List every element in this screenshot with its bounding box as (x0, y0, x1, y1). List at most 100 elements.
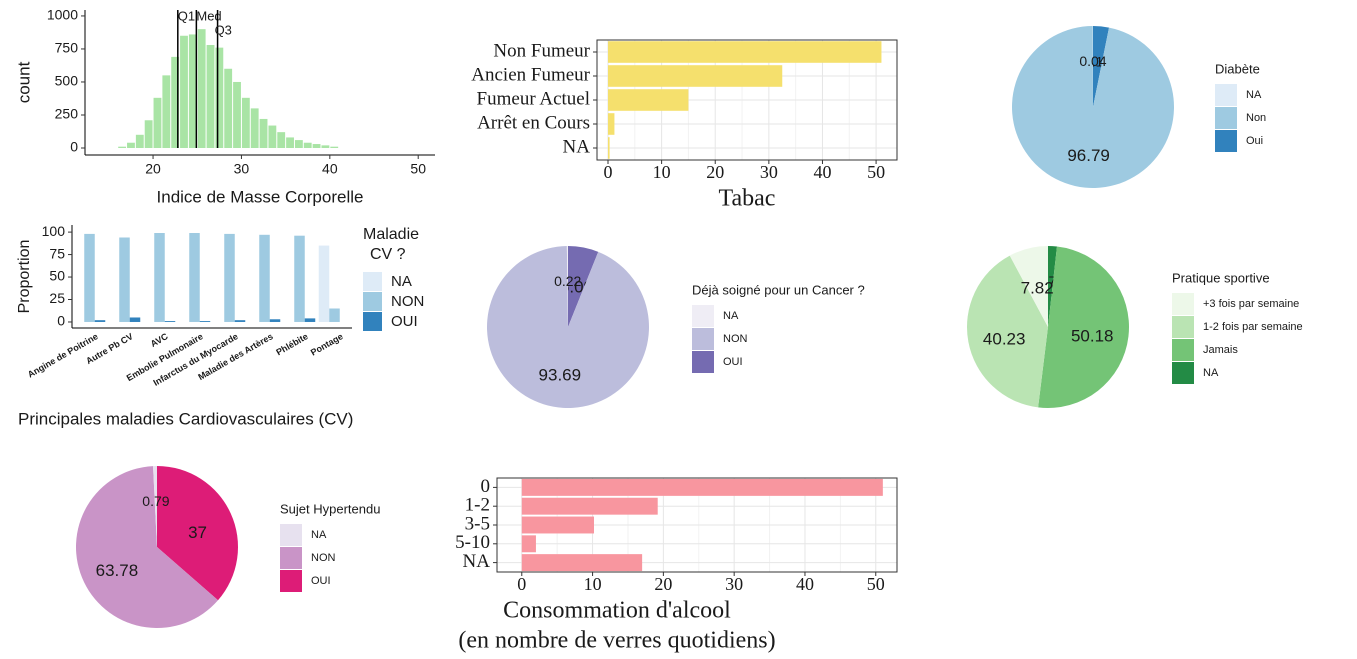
legend-label: NON (723, 333, 748, 345)
y-axis-title: Proportion (16, 240, 33, 314)
x-tick-label: 10 (584, 574, 602, 594)
bar (144, 120, 153, 149)
legend-label: NA (1203, 367, 1219, 379)
bar (521, 535, 536, 553)
bar (250, 108, 259, 149)
bar (607, 41, 882, 63)
bar (162, 75, 171, 149)
legend-label: NA (1246, 89, 1262, 101)
bar (607, 65, 783, 87)
legend-swatch (1172, 339, 1194, 361)
legend-label: OUI (723, 356, 743, 368)
x-tick-label: Phlébite (274, 331, 309, 357)
bar (188, 34, 197, 149)
legend-label: NON (311, 552, 336, 564)
x-tick-label: 20 (145, 161, 161, 177)
bar (119, 237, 130, 322)
y-tick-label: 0 (70, 139, 78, 155)
pie-slice (487, 246, 649, 408)
legend-label: +3 fois par semaine (1203, 298, 1299, 310)
pie-slice (1009, 246, 1048, 327)
legend-swatch (280, 547, 302, 569)
pie-slice (1048, 246, 1057, 327)
legend-title: CV ? (370, 246, 406, 263)
legend-title: Sujet Hypertendu (280, 501, 380, 516)
pie-slice (1038, 246, 1130, 409)
x-axis-title: Indice de Masse Corporelle (157, 187, 364, 206)
legend-swatch (692, 328, 714, 350)
pie-slice (157, 466, 238, 601)
slice-label: 96.79 (1067, 146, 1110, 165)
legend-swatch (1172, 293, 1194, 315)
x-tick-label: 40 (813, 162, 831, 182)
x-axis-title: Tabac (719, 186, 776, 212)
slice-label: 93.69 (539, 365, 582, 384)
bar (312, 144, 321, 149)
pie-slice (75, 466, 219, 628)
pie-slice (568, 246, 599, 327)
bar (118, 146, 127, 149)
bar (318, 245, 330, 322)
y-tick-label: 75 (49, 245, 65, 261)
x-axis-title: Consommation d'alcool (503, 598, 731, 624)
x-tick-label: 50 (410, 161, 426, 177)
legend-label: OUI (311, 575, 331, 587)
bar (521, 478, 883, 496)
bar (135, 134, 144, 149)
quartile-label: Q1 (178, 8, 195, 23)
y-axis-title: count (14, 61, 33, 103)
legend-swatch (280, 570, 302, 592)
legend-swatch (692, 305, 714, 327)
bar (259, 118, 268, 149)
bar (607, 89, 689, 111)
x-axis-title: (en nombre de verres quotidiens) (458, 628, 775, 654)
y-tick-label: 50 (49, 268, 65, 284)
y-tick-label: 500 (55, 73, 79, 89)
quartile-label: Med (196, 8, 221, 23)
pie-slice (566, 246, 568, 327)
bar (189, 232, 200, 322)
y-tick-label: NA (563, 136, 591, 157)
x-tick-label: 0 (517, 574, 526, 594)
slice-label: 0.04 (1079, 53, 1106, 69)
bar (233, 81, 241, 149)
legend-label: NA (311, 529, 327, 541)
legend-swatch (1215, 107, 1237, 129)
bar (180, 35, 188, 149)
bar (268, 125, 277, 149)
bar (321, 145, 330, 149)
legend-swatch (1215, 130, 1237, 152)
legend-swatch (363, 292, 382, 311)
bar (303, 142, 312, 149)
legend-label: Oui (1246, 135, 1263, 147)
x-tick-label: 50 (867, 162, 885, 182)
bar (329, 308, 340, 322)
bar (277, 132, 286, 149)
bar (171, 56, 180, 149)
legend-label: NON (391, 293, 424, 310)
slice-label: 50.18 (1071, 327, 1114, 346)
legend-label: Jamais (1203, 344, 1238, 356)
legend-swatch (363, 312, 382, 331)
bar (154, 232, 165, 322)
slice-label: 7.82 (1021, 278, 1054, 297)
panel-border (496, 477, 898, 573)
bar (129, 317, 141, 322)
bar (94, 320, 106, 322)
slice-label: 37 (188, 523, 207, 542)
bar (234, 320, 246, 322)
legend-swatch (1172, 362, 1194, 384)
bar (153, 97, 162, 149)
x-tick-label: Pontage (309, 331, 345, 357)
bar (294, 140, 303, 149)
bar (521, 497, 658, 515)
legend-label: OUI (391, 313, 418, 330)
panel-border (596, 39, 898, 161)
pie-slice (1012, 26, 1174, 188)
x-tick-label: 40 (322, 161, 338, 177)
bar (206, 44, 215, 149)
y-tick-label: 1000 (47, 7, 78, 23)
slice-label: 40.23 (983, 330, 1026, 349)
legend-title: Pratique sportive (1172, 270, 1270, 285)
bar (84, 233, 95, 322)
